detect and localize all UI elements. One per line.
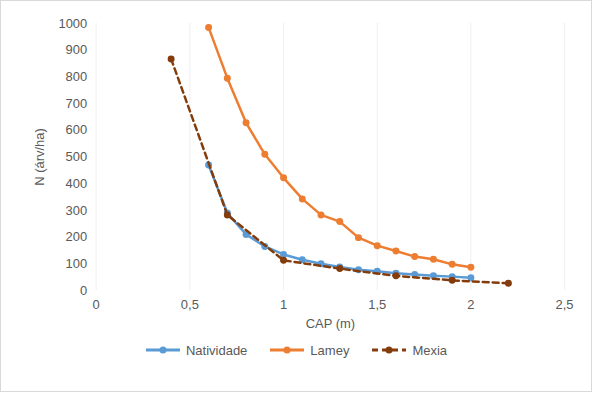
svg-text:1,5: 1,5: [368, 297, 386, 312]
html-text:Natividade: Natividade: [185, 342, 248, 358]
svg-text:2,5: 2,5: [556, 297, 574, 312]
svg-text:0: 0: [80, 283, 87, 298]
html-text:Mexia: Mexia: [412, 342, 448, 358]
svg-text:900: 900: [66, 42, 88, 57]
svg-text:CAP (m): CAP (m): [306, 316, 355, 331]
html-text:Lamey: Lamey: [310, 342, 350, 358]
svg-text:N (árv/ha): N (árv/ha): [32, 128, 47, 186]
svg-text:500: 500: [66, 149, 88, 164]
svg-text:600: 600: [66, 122, 88, 137]
svg-text:700: 700: [66, 96, 88, 111]
svg-text:1: 1: [280, 297, 287, 312]
svg-text:0,5: 0,5: [181, 297, 199, 312]
svg-text:300: 300: [66, 203, 88, 218]
svg-text:400: 400: [66, 176, 88, 191]
svg-text:800: 800: [66, 69, 88, 84]
svg-text:2: 2: [467, 297, 474, 312]
svg-text:1000: 1000: [58, 16, 87, 31]
svg-text:200: 200: [66, 229, 88, 244]
svg-text:0: 0: [93, 297, 100, 312]
svg-text:100: 100: [66, 256, 88, 271]
